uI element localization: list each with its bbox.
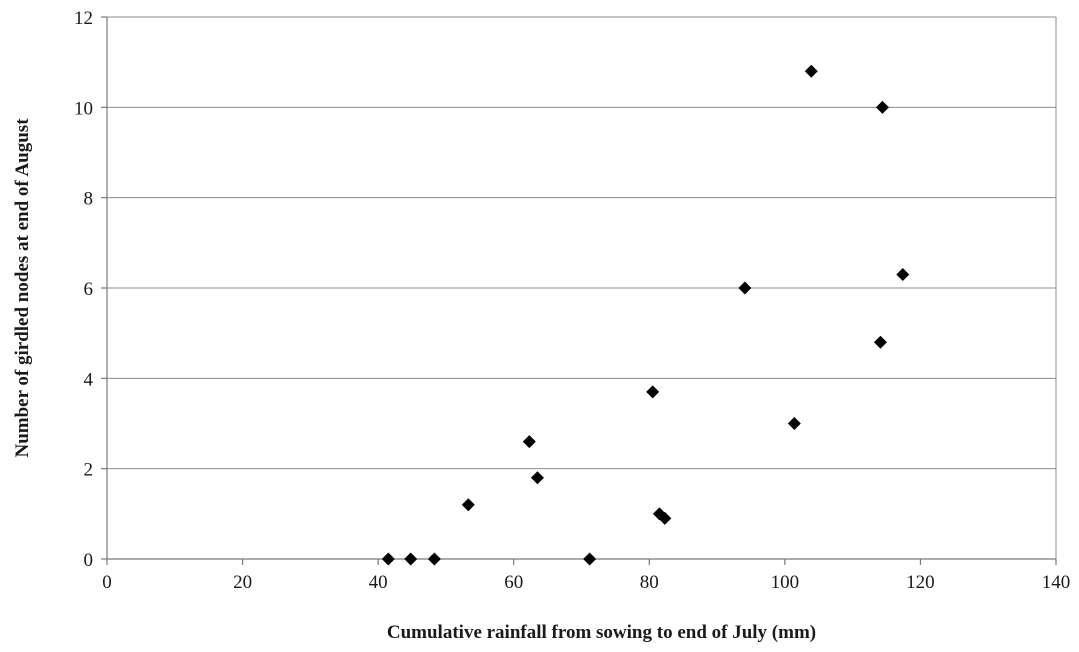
data-point (873, 335, 887, 349)
y-axis-ticks: 0 2 4 6 8 10 12 (74, 8, 107, 571)
x-tick-label: 0 (102, 572, 112, 593)
data-point (404, 552, 418, 566)
x-tick-label: 140 (1042, 572, 1071, 593)
data-point (427, 552, 441, 566)
data-point (896, 267, 910, 281)
x-tick-label: 100 (771, 572, 800, 593)
gridlines (107, 16, 1056, 470)
data-points (381, 64, 910, 566)
y-tick-label: 4 (84, 369, 94, 390)
data-point (522, 435, 536, 449)
x-tick-label: 40 (369, 572, 388, 593)
x-tick-label: 20 (233, 572, 252, 593)
x-tick-label: 80 (640, 572, 659, 593)
data-point (646, 385, 660, 399)
data-point (530, 471, 544, 485)
y-axis-title: Number of girdled nodes at end of August (12, 118, 33, 458)
y-tick-label: 10 (74, 98, 93, 119)
y-tick-label: 8 (84, 189, 94, 210)
data-point (461, 498, 475, 512)
y-tick-label: 6 (84, 279, 94, 300)
data-point (738, 281, 752, 295)
x-axis-title: Cumulative rainfall from sowing to end o… (387, 622, 816, 643)
x-tick-label: 120 (906, 572, 935, 593)
y-tick-label: 0 (84, 550, 94, 571)
data-point (804, 64, 818, 78)
data-point (658, 511, 672, 525)
data-point (787, 417, 801, 430)
data-point (875, 100, 889, 114)
x-axis-ticks: 0 20 40 60 80 100 120 140 (102, 559, 1070, 593)
y-tick-label: 12 (74, 8, 93, 29)
y-tick-label: 2 (84, 460, 94, 481)
data-point (583, 552, 597, 566)
x-tick-label: 60 (504, 572, 523, 593)
data-point (381, 552, 395, 566)
